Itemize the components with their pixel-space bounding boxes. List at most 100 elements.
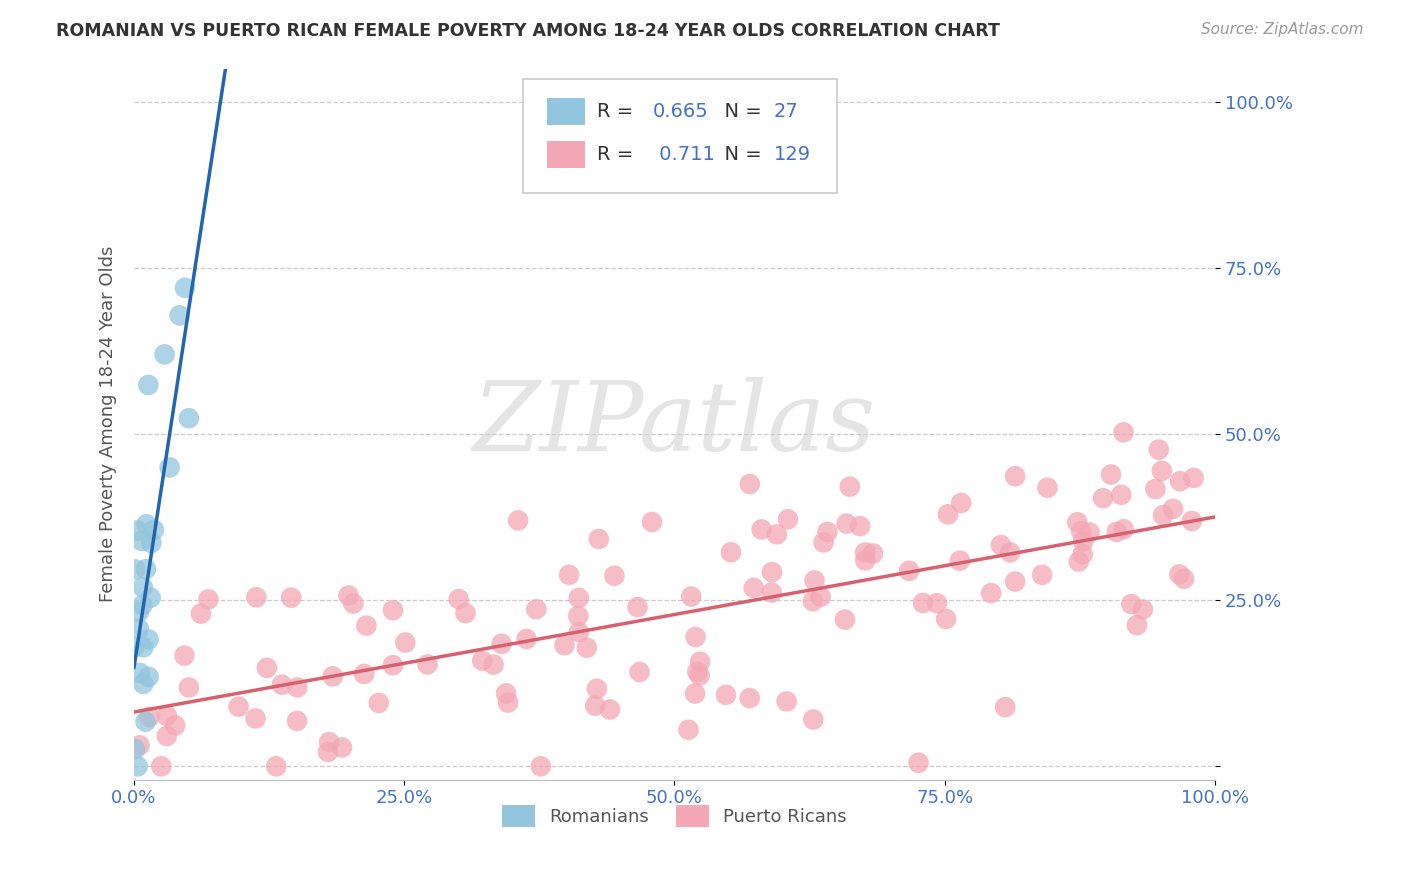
Point (1004, 574, 1026, 589)
Point (142, 523, 165, 537)
Point (1173, 572, 1195, 586)
FancyBboxPatch shape (523, 79, 837, 193)
Point (765, 527, 787, 541)
Point (1168, 474, 1191, 488)
Point (394, 635, 416, 649)
Point (1121, 597, 1143, 611)
Point (1078, 525, 1101, 540)
Point (1067, 555, 1090, 569)
Point (177, 681, 200, 695)
Point (285, 714, 308, 728)
Point (838, 480, 860, 494)
Point (1099, 467, 1122, 482)
Point (342, 597, 364, 611)
Point (150, 759, 173, 773)
Point (803, 574, 825, 588)
Point (681, 590, 703, 604)
Point (132, 580, 155, 594)
Point (124, 562, 146, 576)
Point (568, 625, 591, 640)
Point (367, 696, 389, 710)
Point (936, 508, 959, 522)
Text: ROMANIAN VS PUERTO RICAN FEMALE POVERTY AMONG 18-24 YEAR OLDS CORRELATION CHART: ROMANIAN VS PUERTO RICAN FEMALE POVERTY … (56, 22, 1000, 40)
Point (177, 411, 200, 425)
Point (270, 678, 292, 692)
Point (138, 670, 160, 684)
Point (245, 711, 267, 725)
Point (738, 691, 761, 706)
Point (834, 613, 856, 627)
Point (156, 729, 179, 743)
Point (138, 710, 160, 724)
Point (135, 517, 157, 532)
Point (685, 630, 707, 644)
Point (853, 545, 876, 559)
Point (127, 524, 149, 538)
Point (776, 512, 799, 526)
Point (853, 553, 876, 567)
Point (738, 477, 761, 491)
Point (134, 714, 156, 729)
Point (471, 654, 494, 668)
Point (683, 686, 706, 700)
Point (173, 648, 195, 663)
Point (353, 666, 375, 681)
Point (128, 739, 150, 753)
Point (907, 756, 929, 770)
Point (508, 513, 530, 527)
Point (318, 735, 340, 749)
Point (316, 745, 339, 759)
Point (689, 668, 711, 682)
Point (1168, 567, 1191, 582)
Point (280, 591, 302, 605)
Point (990, 538, 1012, 552)
Text: 27: 27 (773, 103, 799, 121)
Point (495, 686, 517, 700)
Point (416, 657, 439, 672)
Point (1092, 491, 1115, 505)
Point (1031, 567, 1053, 582)
Point (127, 759, 149, 773)
Point (817, 524, 839, 539)
Point (132, 640, 155, 655)
Point (156, 709, 179, 723)
Point (1071, 534, 1094, 549)
Point (1126, 618, 1149, 632)
Point (862, 547, 884, 561)
Point (228, 699, 250, 714)
Point (1109, 488, 1132, 502)
Point (1071, 547, 1094, 561)
Point (720, 545, 742, 559)
Point (751, 523, 773, 537)
Point (169, 309, 191, 323)
Point (686, 665, 709, 679)
Point (1147, 442, 1170, 457)
Point (174, 281, 197, 295)
Point (322, 669, 344, 683)
Point (689, 655, 711, 669)
Text: 0.711: 0.711 (652, 145, 714, 164)
Point (714, 688, 737, 702)
Point (849, 519, 872, 533)
Point (330, 740, 353, 755)
Point (1152, 508, 1174, 522)
Point (447, 592, 470, 607)
Point (1070, 524, 1092, 538)
Point (761, 585, 783, 599)
Bar (547, 98, 585, 126)
Point (256, 661, 278, 675)
Point (1181, 514, 1204, 528)
Point (530, 759, 553, 773)
Point (190, 607, 212, 621)
Point (496, 696, 519, 710)
Point (131, 534, 153, 549)
Point (1144, 482, 1167, 496)
Point (935, 612, 957, 626)
Point (132, 677, 155, 691)
Point (775, 694, 797, 708)
Point (1066, 516, 1088, 530)
Point (285, 681, 308, 695)
Point (124, 742, 146, 756)
Text: R =: R = (596, 103, 640, 121)
Point (1182, 471, 1205, 485)
